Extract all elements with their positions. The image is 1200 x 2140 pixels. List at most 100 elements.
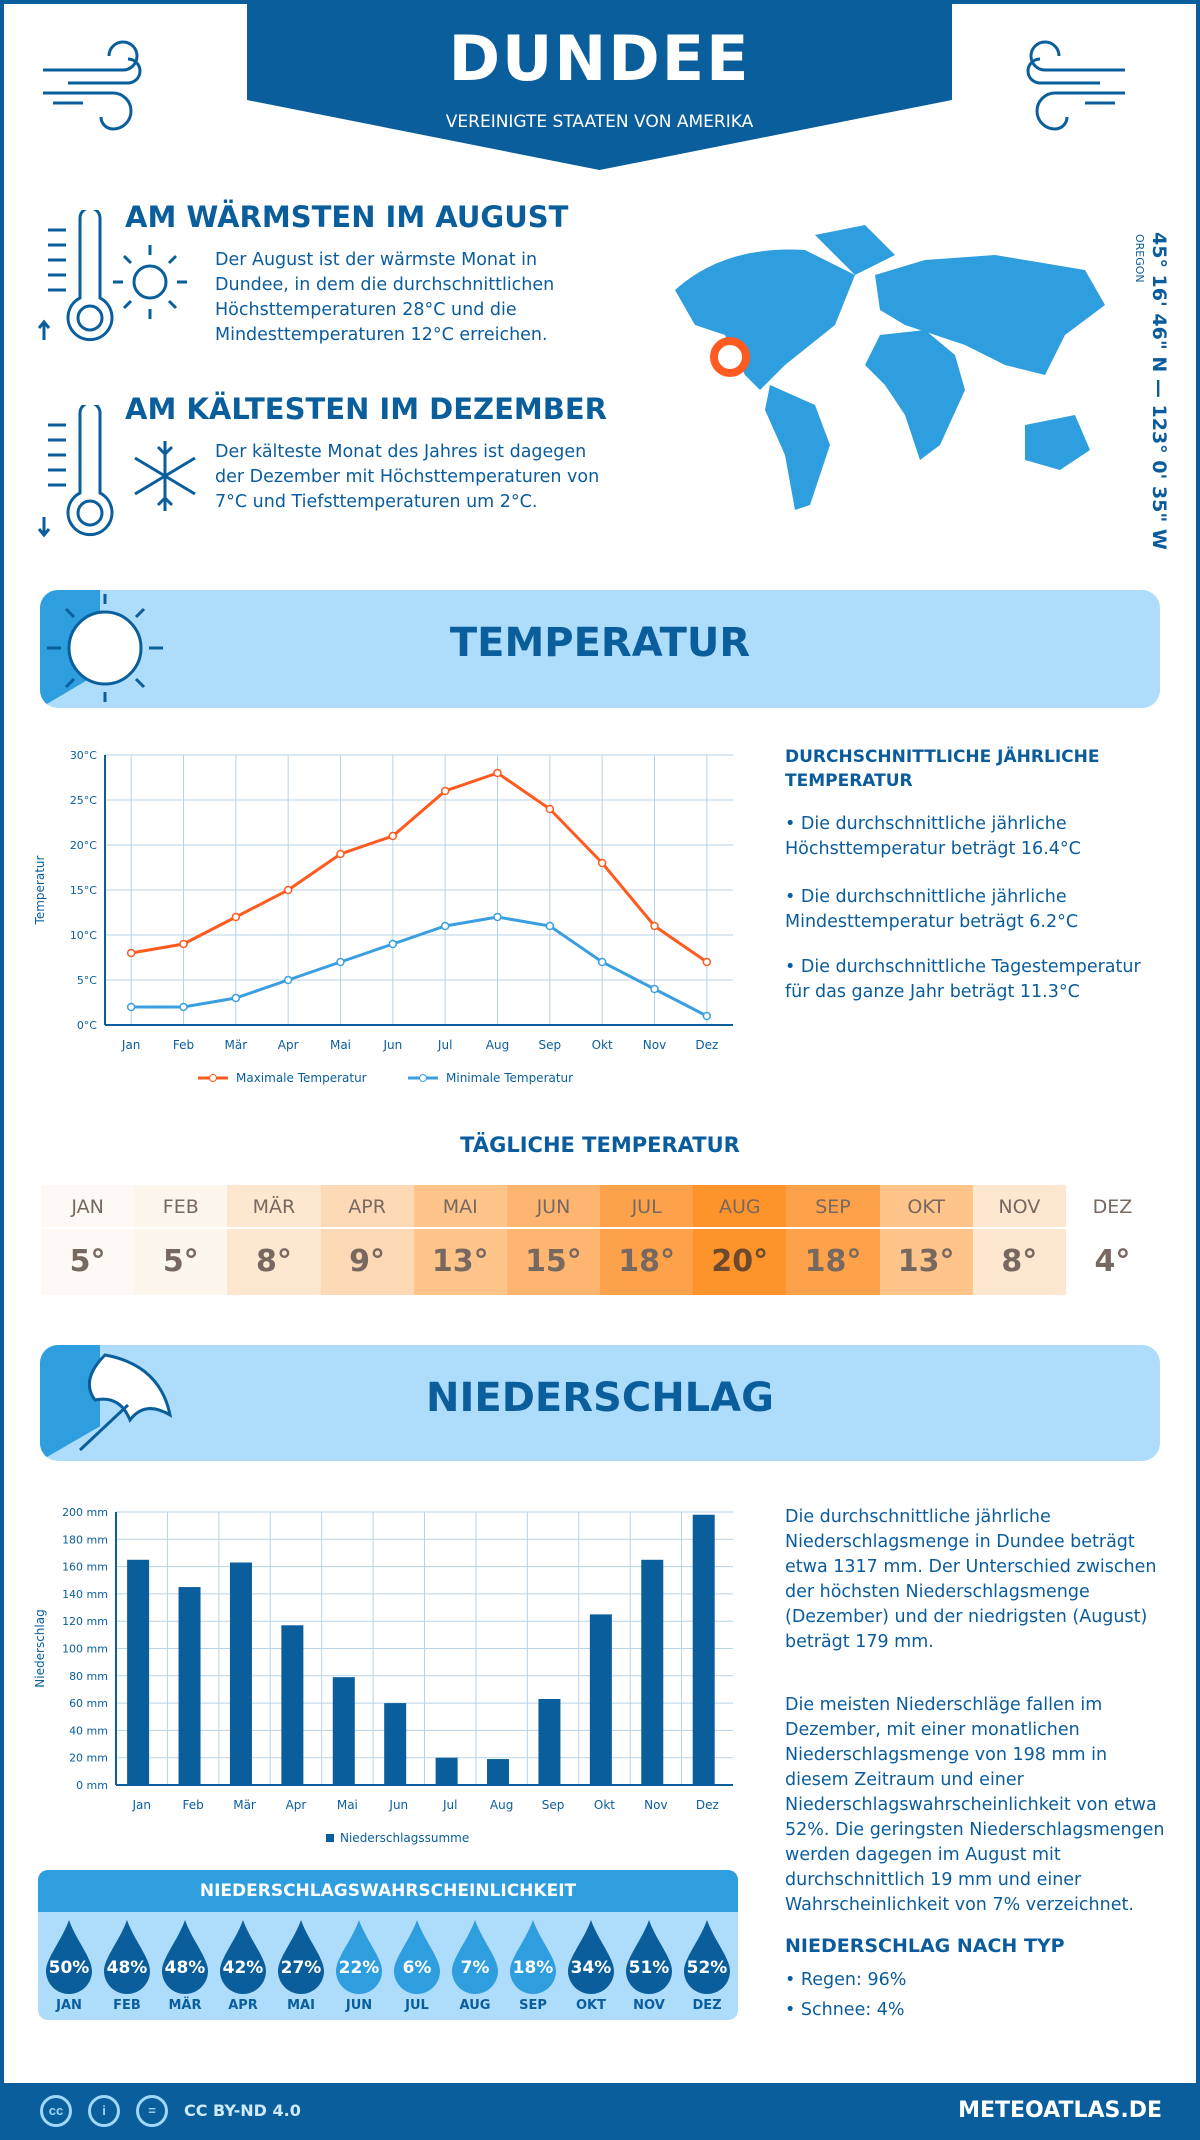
precip-bar — [229, 1562, 252, 1785]
daily-month: NOV — [972, 1185, 1066, 1229]
no-derivatives-icon: = — [136, 2095, 168, 2127]
probability-drop: 51% NOV — [620, 1912, 678, 2020]
data-point — [336, 849, 345, 859]
coordinates: 45° 16' 46" N — 123° 0' 35" W — [1148, 232, 1170, 550]
world-map — [675, 225, 1105, 510]
probability-drop: 34% OKT — [562, 1912, 620, 2020]
probability-drop: 48% MÄR — [156, 1912, 214, 2020]
probability-month: NOV — [633, 1998, 665, 2013]
data-point — [440, 786, 450, 796]
probability-value: 34% — [570, 1958, 612, 1978]
raindrop-icon — [336, 1920, 382, 1994]
license-label: CC BY-ND 4.0 — [184, 2101, 301, 2120]
x-tick-label: Jun — [382, 1038, 402, 1052]
precip-bar — [435, 1757, 458, 1785]
probability-month: AUG — [459, 1998, 491, 2013]
precip-text-1: Die durchschnittliche jährliche Niedersc… — [785, 1507, 1157, 1652]
coldest-text: Der kälteste Monat des Jahres ist dagege… — [215, 442, 600, 512]
precip-bar — [384, 1703, 407, 1785]
raindrop-icon — [684, 1920, 730, 1994]
y-tick-label: 5°C — [77, 974, 97, 987]
data-point — [545, 804, 555, 814]
probability-month: DEZ — [692, 1998, 722, 2013]
coldest-title: AM KÄLTESTEN IM DEZEMBER — [125, 392, 607, 426]
data-point — [493, 912, 502, 922]
probability-value: 27% — [280, 1958, 322, 1978]
probability-value: 50% — [48, 1958, 90, 1978]
daily-temp-cell: MÄR 8° — [227, 1185, 321, 1295]
annual-min-bullet: • Die durchschnittliche jährliche Mindes… — [785, 887, 1079, 932]
legend-marker — [419, 1074, 427, 1082]
daily-month: SEP — [786, 1185, 880, 1229]
probability-value: 18% — [512, 1958, 554, 1978]
country-subtitle: VEREINIGTE STAATEN VON AMERIKA — [445, 112, 754, 132]
raindrop-icon — [46, 1920, 92, 1994]
raindrop-icon — [510, 1920, 556, 1994]
probability-drop: 22% JUN — [330, 1912, 388, 2020]
daily-month: MAI — [413, 1185, 507, 1229]
data-point — [231, 993, 241, 1003]
precip-type-snow: • Schnee: 4% — [785, 2000, 905, 2020]
data-point — [388, 939, 398, 949]
daily-value: 18° — [618, 1244, 675, 1279]
legend-swatch — [326, 1834, 334, 1842]
precip-type-title: NIEDERSCHLAG NACH TYP — [785, 1935, 1065, 1957]
x-tick-label: Nov — [644, 1798, 667, 1812]
cc-icon: cc — [40, 2095, 72, 2127]
thermometer-warm-icon — [38, 210, 187, 342]
x-tick-label: Sep — [539, 1038, 562, 1052]
series-line — [131, 915, 708, 1018]
raindrop-icon — [220, 1920, 266, 1994]
raindrop-icon — [568, 1920, 614, 1994]
probability-drop: 7% AUG — [446, 1912, 504, 2020]
daily-temp-cell: JUL 18° — [600, 1185, 694, 1295]
precip-section-header: NIEDERSCHLAG — [40, 1345, 1160, 1461]
x-tick-label: Dez — [696, 1798, 719, 1812]
site-link[interactable]: METEOATLAS.DE — [958, 2098, 1162, 2123]
y-tick-label: 25°C — [70, 794, 97, 807]
y-tick-label: 180 mm — [62, 1533, 108, 1546]
daily-temp-cell: MAI 13° — [413, 1185, 507, 1295]
data-point — [283, 885, 293, 895]
legend-label: Niederschlagssumme — [340, 1831, 469, 1845]
probability-month: SEP — [519, 1998, 547, 2013]
y-tick-label: 15°C — [70, 884, 97, 897]
precip-bar — [589, 1614, 612, 1785]
probability-month: APR — [228, 1998, 258, 2013]
daily-temp-table: JAN 5° FEB 5° MÄR 8° APR 9° MAI 13° JUN 15° JUL 18° AU… — [41, 1185, 1160, 1295]
raindrop-icon — [162, 1920, 208, 1994]
daily-month: AUG — [693, 1185, 787, 1229]
daily-temp-cell: OKT 13° — [879, 1185, 973, 1295]
raindrop-icon — [394, 1920, 440, 1994]
y-tick-label: 30°C — [70, 749, 97, 762]
daily-month: JAN — [41, 1185, 135, 1229]
series-line — [130, 771, 708, 964]
x-tick-label: Jul — [442, 1798, 457, 1812]
probability-month: JUL — [405, 1998, 429, 2013]
precip-title: NIEDERSCHLAG — [426, 1375, 774, 1421]
daily-temp-cell: DEZ 4° — [1065, 1185, 1160, 1295]
annual-temp-title: DURCHSCHNITTLICHE JÄHRLICHE TEMPERATUR — [785, 747, 1100, 791]
daily-value: 20° — [711, 1244, 769, 1279]
annual-mean-bullet: • Die durchschnittliche Tagestemperatur … — [785, 957, 1141, 1002]
probability-value: 51% — [628, 1958, 670, 1978]
x-tick-label: Mai — [330, 1038, 351, 1052]
probability-month: MÄR — [168, 1998, 202, 2013]
data-point — [336, 957, 345, 967]
probability-month: MAI — [287, 1998, 315, 2013]
warmest-title: AM WÄRMSTEN IM AUGUST — [125, 200, 569, 234]
y-tick-label: 200 mm — [62, 1506, 108, 1519]
daily-month: JUL — [600, 1185, 694, 1229]
daily-value: 8° — [255, 1244, 292, 1279]
y-tick-label: 120 mm — [62, 1615, 108, 1628]
legend-label: Maximale Temperatur — [236, 1071, 367, 1085]
probability-value: 48% — [164, 1958, 206, 1978]
daily-temp-cell: JAN 5° — [41, 1185, 135, 1295]
daily-month: OKT — [879, 1185, 973, 1229]
daily-value: 13° — [431, 1244, 489, 1279]
data-point — [545, 921, 555, 931]
probability-drop: 52% DEZ — [678, 1912, 736, 2020]
y-tick-label: 0°C — [77, 1019, 97, 1032]
probability-month: FEB — [113, 1998, 141, 2013]
probability-drop: 18% SEP — [504, 1912, 562, 2020]
